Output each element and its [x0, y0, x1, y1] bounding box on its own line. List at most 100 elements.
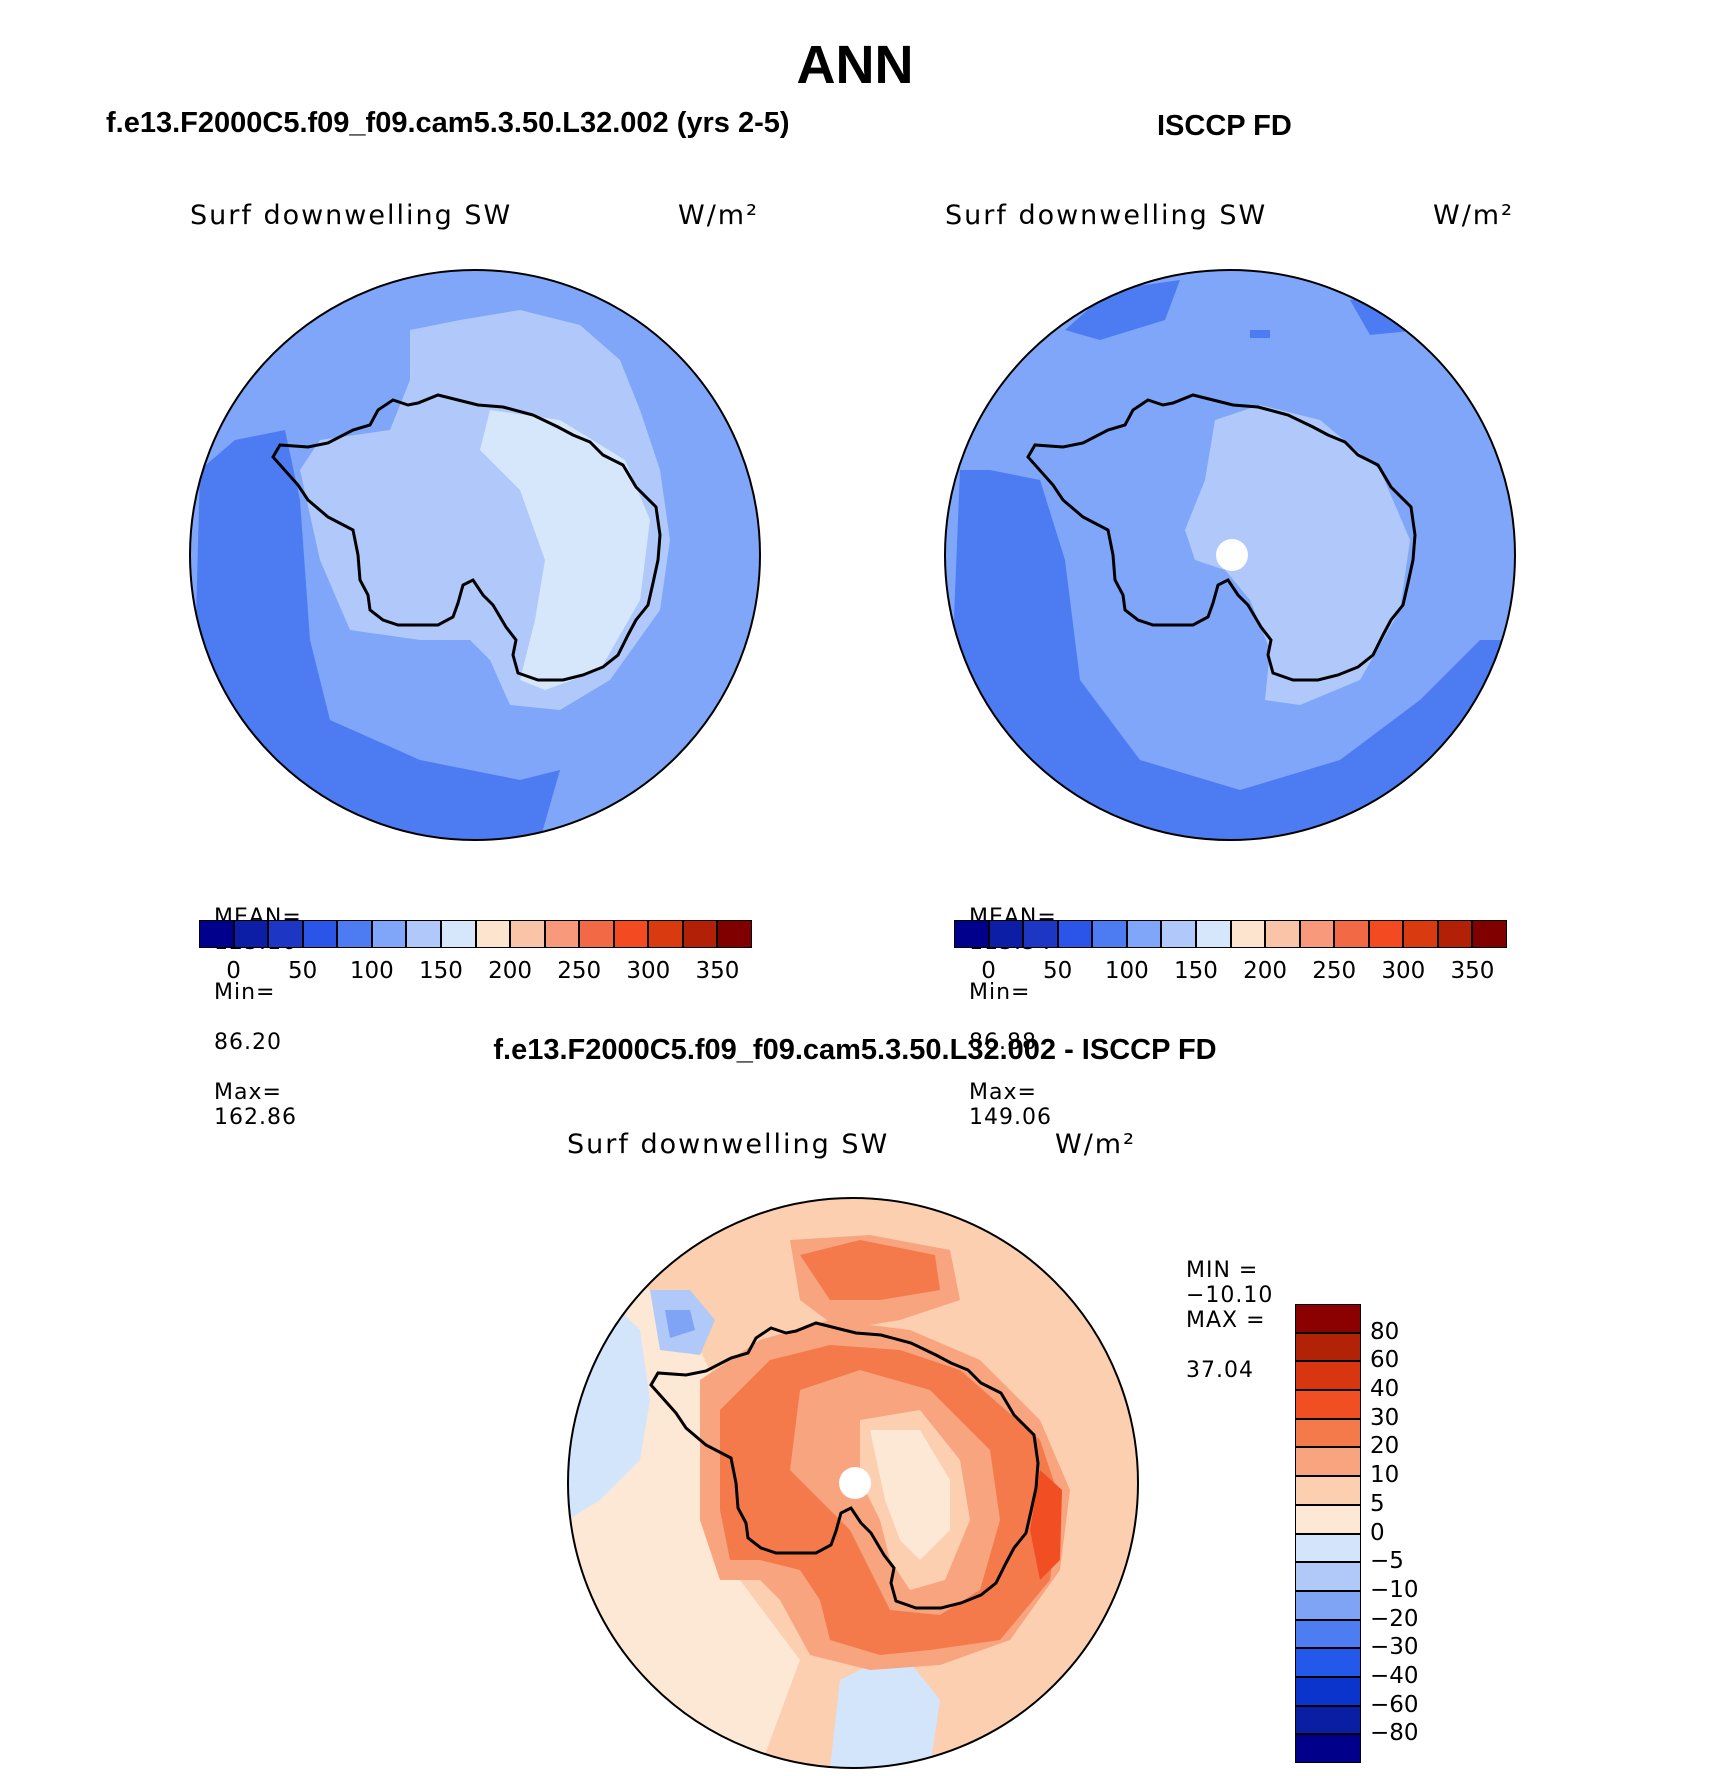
diff-colorbar-swatch — [1295, 1562, 1361, 1591]
diff-colorbar-tick-label: −30 — [1370, 1634, 1419, 1661]
diff-colorbar-tick-label: 5 — [1370, 1490, 1385, 1517]
diff-colorbar-swatch — [1295, 1734, 1361, 1763]
right-colorbar-swatch — [1472, 920, 1507, 948]
right-colorbar-tick-label: 50 — [1043, 958, 1073, 984]
right-colorbar-swatch — [954, 920, 989, 948]
left-colorbar-swatch — [544, 920, 580, 948]
left-colorbar-swatch — [199, 920, 234, 948]
right-colorbar-tick-label: 200 — [1243, 958, 1288, 984]
diff-min-label: MIN = — [1186, 1258, 1259, 1283]
diff-map-border — [567, 1197, 1139, 1769]
right-variable-label: Surf downwelling SW — [945, 200, 1268, 231]
right-colorbar-ticks: 0 50 100 150 200 250 300 350 — [0, 958, 1710, 988]
diff-colorbar-tick-label: −20 — [1370, 1605, 1419, 1632]
right-colorbar-tick-label: 350 — [1450, 958, 1495, 984]
left-colorbar-swatch — [648, 920, 683, 948]
diff-max-label: MAX = — [1186, 1308, 1266, 1333]
diff-colorbar-tick-label: 10 — [1370, 1462, 1400, 1489]
diff-colorbar-tick-label: −80 — [1370, 1720, 1419, 1747]
diff-colorbar-swatch — [1295, 1590, 1361, 1620]
left-colorbar-swatch — [440, 920, 476, 948]
diff-max-value: 37.04 — [1186, 1358, 1254, 1383]
diff-panel-title: f.e13.F2000C5.f09_f09.cam5.3.50.L32.002 … — [493, 1034, 1217, 1066]
diff-colorbar-swatch — [1295, 1447, 1361, 1477]
diff-colorbar-swatch — [1295, 1533, 1361, 1563]
diff-pole-hole — [839, 1467, 871, 1499]
right-colorbar-tick-label: 250 — [1312, 958, 1357, 984]
diff-colorbar-swatch — [1295, 1332, 1361, 1362]
right-colorbar-swatch — [1368, 920, 1404, 948]
right-map-border — [944, 269, 1516, 841]
left-colorbar-tick-label: 200 — [488, 958, 533, 984]
left-max-value: 162.86 — [214, 1105, 297, 1130]
right-colorbar-swatch — [1437, 920, 1473, 948]
left-colorbar-tick-label: 250 — [557, 958, 602, 984]
left-colorbar-swatch — [302, 920, 338, 948]
right-panel-title: ISCCP FD — [1157, 110, 1292, 142]
diff-colorbar-tick-label: −40 — [1370, 1662, 1419, 1689]
right-colorbar-swatch — [1403, 920, 1438, 948]
diff-colorbar-tick-label: −10 — [1370, 1576, 1419, 1603]
left-colorbar-swatch — [717, 920, 752, 948]
left-map — [189, 269, 761, 841]
right-colorbar-tick-label: 300 — [1381, 958, 1426, 984]
left-colorbar-swatch — [406, 920, 441, 948]
left-colorbar-swatch — [579, 920, 614, 948]
left-units-label: W/m² — [678, 200, 759, 231]
left-min-value: 86.20 — [214, 1030, 282, 1055]
right-min-value: 86.88 — [969, 1030, 1037, 1055]
left-max-label: Max= — [214, 1080, 282, 1105]
right-stats: MEAN= 113.54 Min= 86.88 Max= 149.06 — [953, 880, 1057, 1130]
diff-colorbar-swatch — [1295, 1304, 1361, 1333]
diff-colorbar-tick-label: 80 — [1370, 1318, 1400, 1345]
diff-colorbar-tick-label: 0 — [1370, 1519, 1385, 1546]
left-min-label: Min= — [214, 980, 276, 1005]
diff-colorbar-tick-label: 30 — [1370, 1404, 1400, 1431]
left-colorbar-swatch — [268, 920, 303, 948]
diff-colorbar-tick-label: −60 — [1370, 1691, 1419, 1718]
right-pole-hole — [1216, 539, 1248, 571]
diff-colorbar-tick-label: 40 — [1370, 1376, 1400, 1403]
right-colorbar-swatch — [1126, 920, 1162, 948]
diff-colorbar-swatch — [1295, 1705, 1361, 1735]
figure-title: ANN — [796, 35, 914, 95]
left-stats: MEAN= 123.16 Min= 86.20 Max= 162.86 — [198, 880, 302, 1130]
diff-map — [567, 1197, 1139, 1769]
left-colorbar-swatch — [682, 920, 718, 948]
diff-colorbar-swatch — [1295, 1504, 1361, 1534]
diff-min-value: −10.10 — [1186, 1283, 1274, 1308]
right-max-label: Max= — [969, 1080, 1037, 1105]
left-colorbar — [199, 920, 752, 948]
diff-colorbar-swatch — [1295, 1361, 1361, 1391]
right-colorbar-swatch — [1092, 920, 1127, 948]
left-colorbar-tick-label: 300 — [626, 958, 671, 984]
left-colorbar-swatch — [510, 920, 545, 948]
diff-stats: MIN = −10.10 MAX = 37.04 — [1170, 1233, 1273, 1383]
right-colorbar-swatch — [1023, 920, 1058, 948]
left-colorbar-tick-label: 100 — [349, 958, 394, 984]
diff-colorbar-tick-label: 60 — [1370, 1347, 1400, 1374]
left-colorbar-tick-label: 350 — [695, 958, 740, 984]
right-colorbar-swatch — [1057, 920, 1093, 948]
diff-colorbar-swatch — [1295, 1648, 1361, 1677]
right-colorbar-swatch — [1195, 920, 1231, 948]
right-colorbar-swatch — [1265, 920, 1300, 948]
right-colorbar-tick-label: 100 — [1104, 958, 1149, 984]
left-colorbar-swatch — [475, 920, 511, 948]
diff-colorbar-swatch — [1295, 1476, 1361, 1505]
right-colorbar-swatch — [1230, 920, 1266, 948]
left-colorbar-tick-label: 0 — [226, 958, 241, 984]
right-colorbar-swatch — [1299, 920, 1335, 948]
diff-units-label: W/m² — [1055, 1129, 1136, 1160]
left-colorbar-tick-label: 150 — [418, 958, 463, 984]
left-panel-title: f.e13.F2000C5.f09_f09.cam5.3.50.L32.002 … — [106, 107, 790, 139]
right-colorbar — [954, 920, 1507, 948]
left-colorbar-swatch — [337, 920, 372, 948]
left-colorbar-ticks: 0 50 100 150 200 250 300 350 — [0, 958, 1710, 988]
diff-colorbar-ticks: 80 60 40 30 20 10 5 0 −5 −10 −20 −30 −40 −60 −80 — [1370, 1304, 1450, 1774]
right-units-label: W/m² — [1433, 200, 1514, 231]
diff-colorbar-swatch — [1295, 1390, 1361, 1419]
right-map — [944, 269, 1516, 841]
right-colorbar-tick-label: 150 — [1173, 958, 1218, 984]
